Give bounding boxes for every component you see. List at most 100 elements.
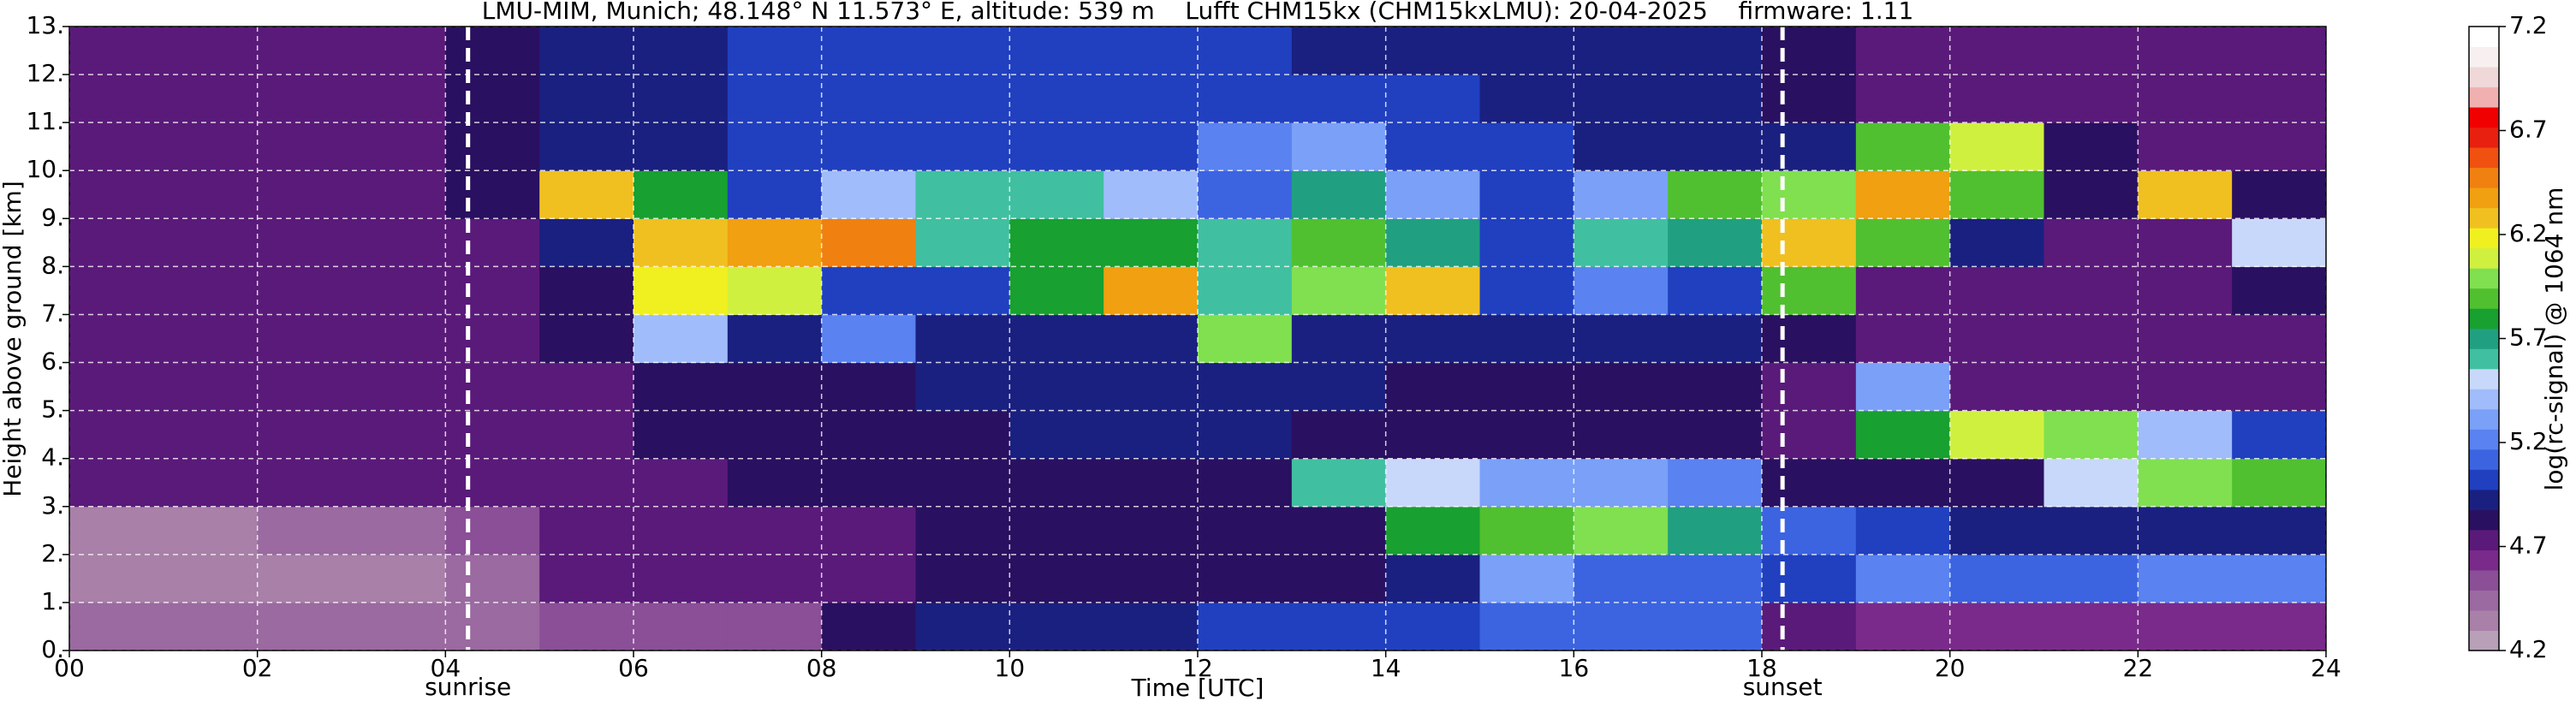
colorbar-tick-label: 6.7	[2509, 116, 2548, 144]
heatmap-cell	[2232, 74, 2327, 123]
heatmap-cell	[821, 362, 916, 412]
heatmap-cell	[1855, 506, 1951, 556]
heatmap-cell	[1479, 362, 1574, 412]
heatmap-cell	[634, 74, 729, 123]
heatmap-cell	[634, 362, 729, 412]
heatmap-cell	[1385, 362, 1480, 412]
heatmap-cell	[1009, 27, 1104, 75]
heatmap-cell	[634, 27, 729, 75]
heatmap-cell	[634, 506, 729, 556]
heatmap-cell	[1479, 410, 1574, 460]
heatmap-cell	[1104, 266, 1199, 315]
heatmap-cell	[915, 266, 1010, 315]
heatmap-cell	[1009, 554, 1104, 603]
heatmap-cell	[539, 170, 634, 219]
heatmap-cell	[634, 122, 729, 171]
heatmap-cell	[1762, 602, 1857, 651]
heatmap-cell	[821, 170, 916, 219]
heatmap-cell	[2138, 554, 2233, 603]
x-tick-label: 04	[431, 654, 461, 682]
heatmap-cell	[257, 554, 352, 603]
heatmap-cell	[1479, 170, 1574, 219]
heatmap-cell	[1762, 122, 1857, 171]
colorbar-band	[2469, 46, 2499, 68]
heatmap-cell	[69, 458, 164, 508]
heatmap-cell	[1198, 27, 1293, 75]
colorbar-band	[2469, 127, 2499, 148]
heatmap-cell	[1291, 266, 1387, 315]
heatmap-cell	[1385, 266, 1480, 315]
heatmap-cell	[1009, 458, 1104, 508]
heatmap-cell	[1104, 122, 1199, 171]
heatmap-cell	[915, 410, 1010, 460]
heatmap-cell	[2232, 27, 2327, 75]
heatmap-cell	[1104, 170, 1199, 219]
heatmap-cell	[1104, 506, 1199, 556]
heatmap-cell	[915, 458, 1010, 508]
colorbar-tick-label: 6.2	[2509, 219, 2548, 247]
heatmap-cell	[634, 170, 729, 219]
heatmap-cell	[634, 602, 729, 651]
heatmap-cell	[257, 27, 352, 75]
heatmap-cell	[2138, 602, 2233, 651]
annotation-label: sunrise	[425, 673, 511, 701]
heatmap-cell	[163, 170, 259, 219]
heatmap-cell	[1762, 266, 1857, 315]
heatmap-cell	[727, 266, 823, 315]
heatmap-cell	[445, 27, 540, 75]
annotation-label: sunset	[1743, 673, 1823, 701]
heatmap-cell	[634, 554, 729, 603]
colorbar-band	[2469, 228, 2499, 249]
heatmap-cell	[1855, 27, 1951, 75]
heatmap-cell	[1574, 602, 1669, 651]
heatmap-cell	[2044, 602, 2139, 651]
heatmap-cell	[1762, 554, 1857, 603]
heatmap-cell	[915, 170, 1010, 219]
heatmap-cell	[69, 506, 164, 556]
heatmap-cell	[1479, 218, 1574, 267]
heatmap-cell	[1855, 314, 1951, 364]
heatmap-cell	[1855, 74, 1951, 123]
heatmap-cell	[2138, 74, 2233, 123]
heatmap-cell	[915, 218, 1010, 267]
heatmap-cell	[1479, 506, 1574, 556]
heatmap-cell	[1385, 218, 1480, 267]
heatmap-cell	[69, 74, 164, 123]
colorbar-band	[2469, 630, 2499, 651]
colorbar-band	[2469, 449, 2499, 470]
heatmap-cell	[1009, 362, 1104, 412]
heatmap-cell	[1104, 314, 1199, 364]
heatmap-cell	[634, 458, 729, 508]
heatmap-cell	[257, 74, 352, 123]
heatmap-cell	[163, 554, 259, 603]
heatmap-cell	[1291, 122, 1387, 171]
heatmap-cell	[1104, 458, 1199, 508]
heatmap-cell	[1291, 314, 1387, 364]
heatmap-cell	[634, 410, 729, 460]
colorbar-band	[2469, 86, 2499, 108]
heatmap-cell	[2232, 122, 2327, 171]
heatmap-cell	[1479, 458, 1574, 508]
x-tick-label: 06	[618, 654, 649, 682]
heatmap-cell	[1479, 122, 1574, 171]
heatmap-cell	[1668, 74, 1763, 123]
heatmap-cell	[1104, 27, 1199, 75]
heatmap-cell	[69, 362, 164, 412]
heatmap-cell	[727, 362, 823, 412]
heatmap-cell	[69, 122, 164, 171]
heatmap-cell	[163, 74, 259, 123]
heatmap-cell	[1574, 122, 1669, 171]
colorbar-band	[2469, 429, 2499, 450]
heatmap-cell	[2044, 314, 2139, 364]
heatmap-cell	[1291, 458, 1387, 508]
heatmap-cell	[2232, 602, 2327, 651]
y-tick-label: 9.	[41, 203, 64, 231]
heatmap-cell	[2044, 458, 2139, 508]
heatmap-cell	[1479, 74, 1574, 123]
heatmap-cell	[2044, 122, 2139, 171]
y-tick-label: 10.	[26, 155, 64, 183]
heatmap-cell	[2232, 170, 2327, 219]
heatmap-cell	[727, 218, 823, 267]
heatmap-cell	[2232, 410, 2327, 460]
heatmap-cell	[351, 458, 446, 508]
